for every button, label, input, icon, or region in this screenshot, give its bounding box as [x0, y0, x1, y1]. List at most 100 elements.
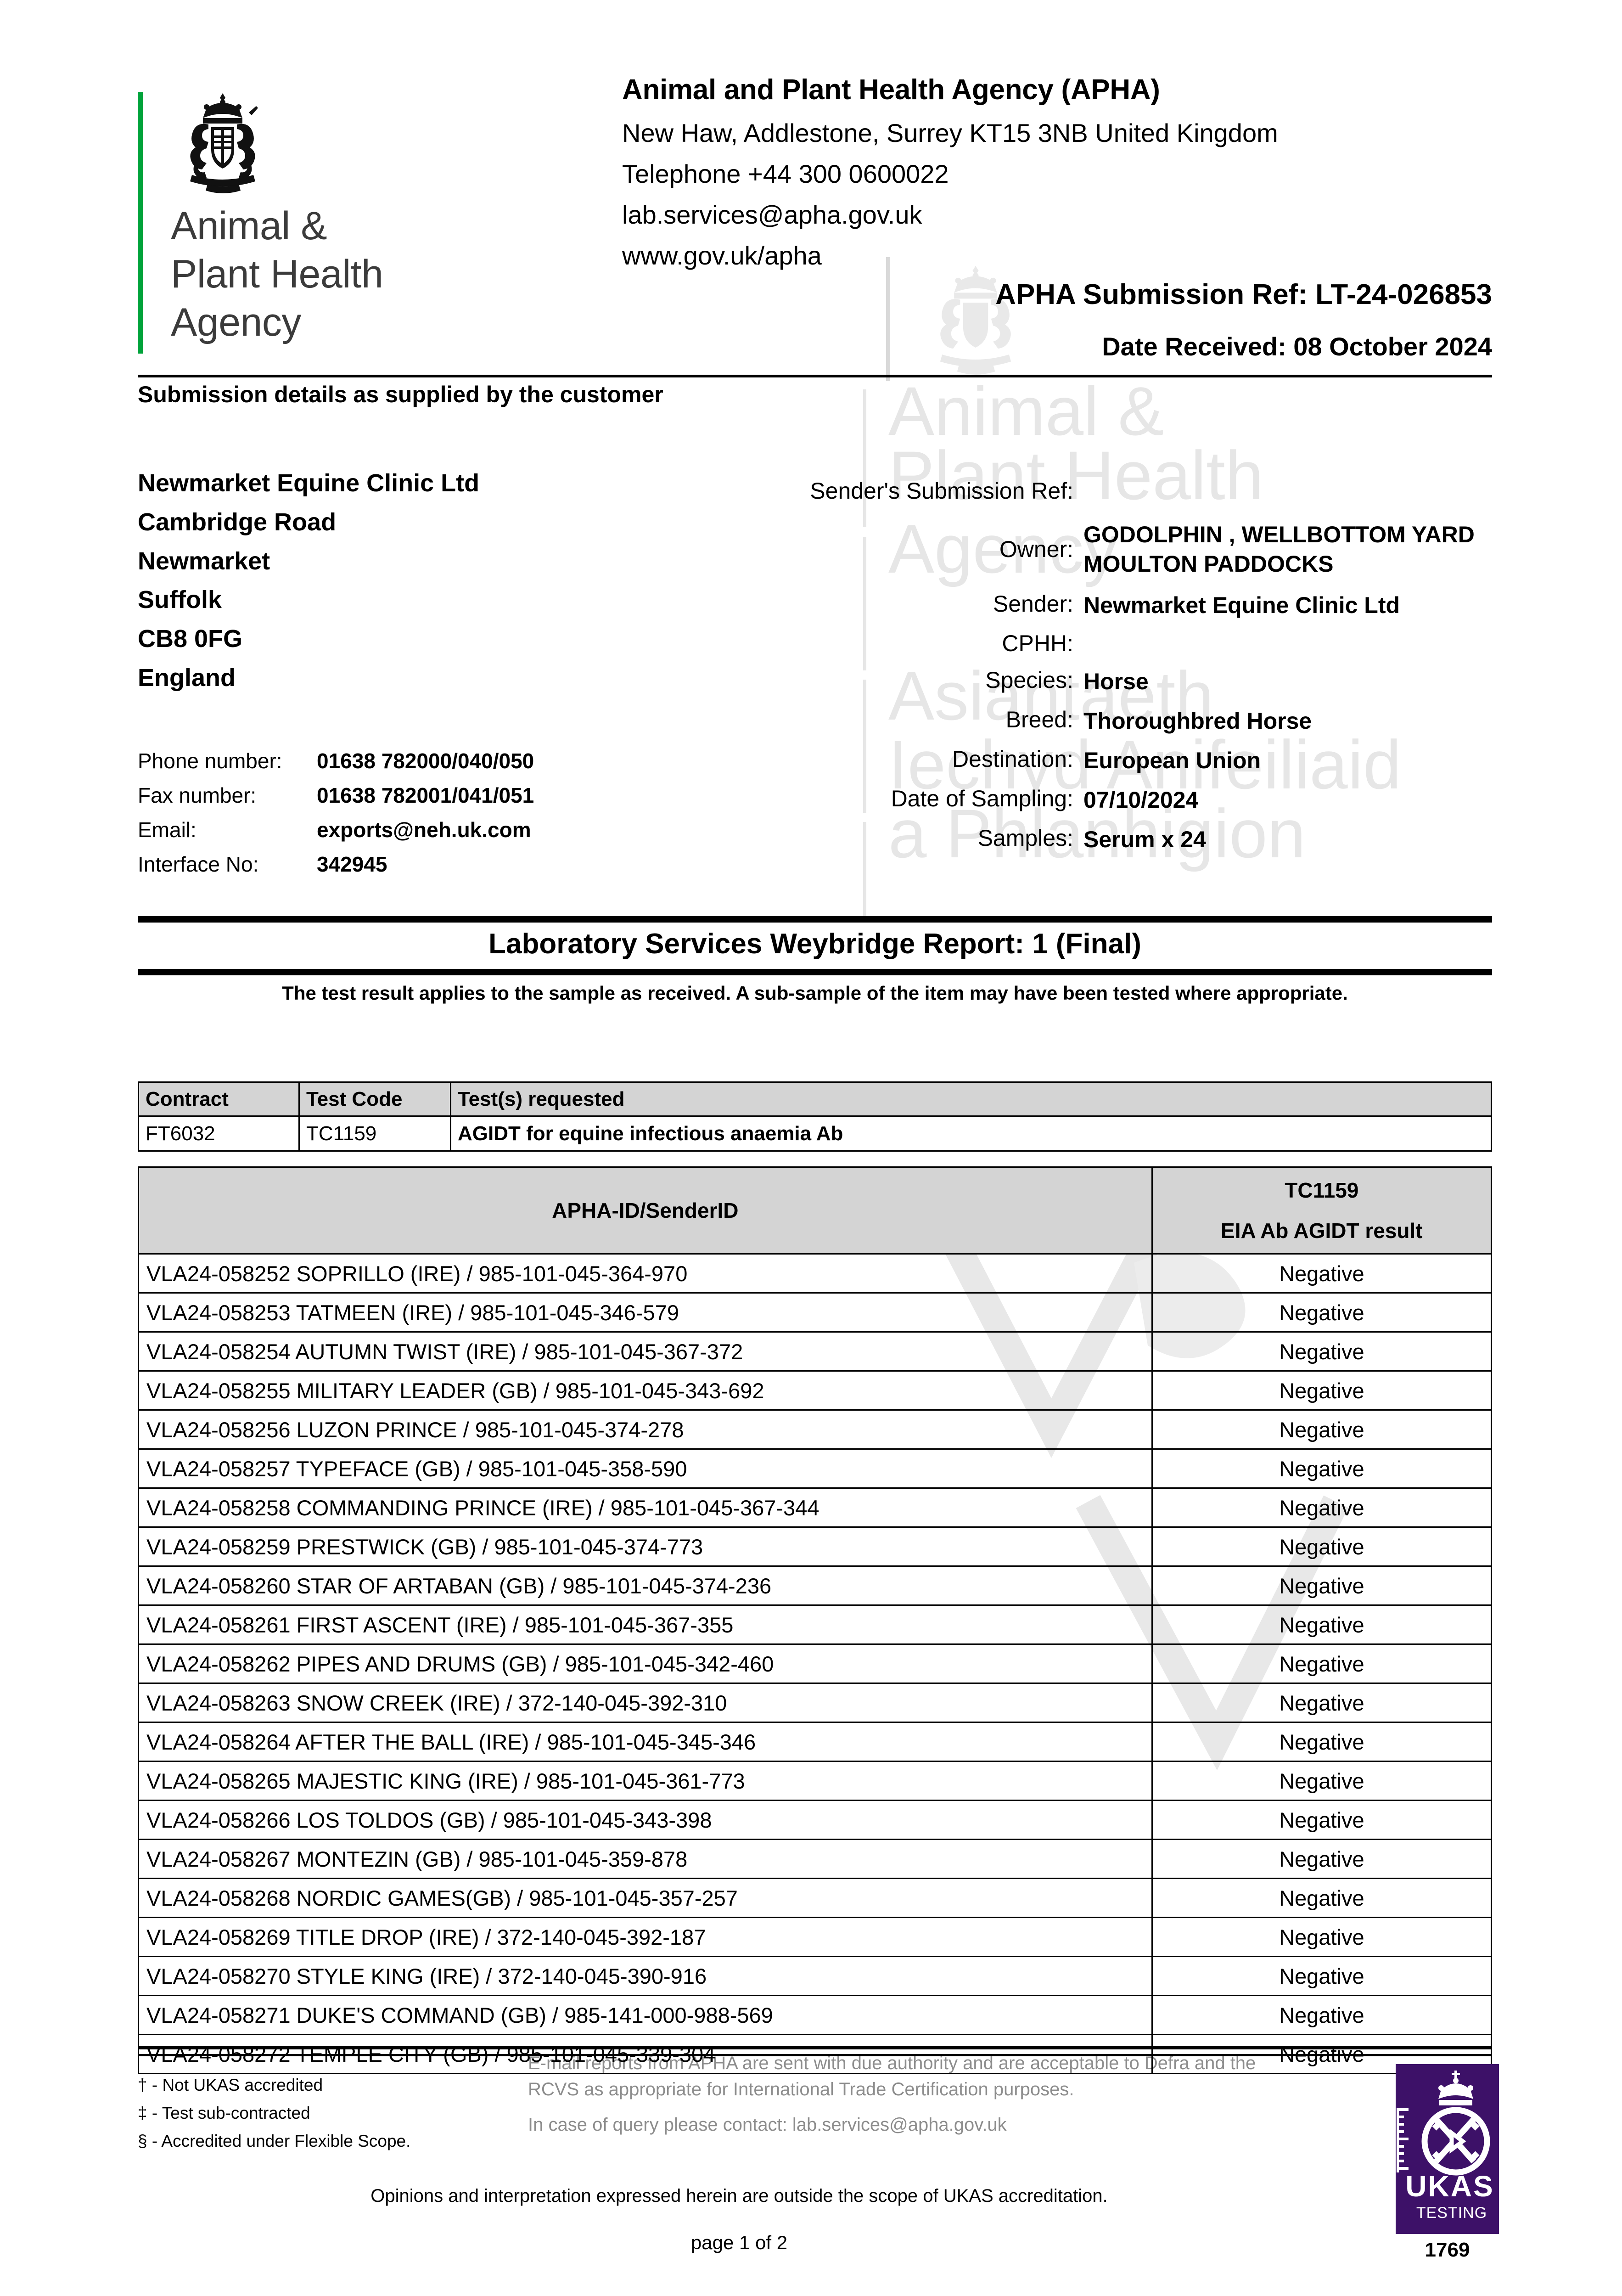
table-row: VLA24-058267 MONTEZIN (GB) / 985-101-045… — [138, 1839, 1493, 1879]
watermark-line-1: Animal & — [888, 381, 1164, 450]
report-title: Laboratory Services Weybridge Report: 1 … — [488, 928, 1141, 960]
address-line: Newmarket Equine Clinic Ltd — [138, 469, 480, 497]
results-cell-apha-id: VLA24-058256 LUZON PRINCE / 985-101-045-… — [138, 1409, 1153, 1450]
tests-header-test-code: Test Code — [298, 1081, 451, 1117]
address-line: Suffolk — [138, 586, 222, 614]
results-table-head: APHA-ID/SenderID TC1159 EIA Ab AGIDT res… — [138, 1166, 1493, 1255]
table-row: VLA24-058253 TATMEEN (IRE) / 985-101-045… — [138, 1292, 1493, 1333]
contact-label: Fax number: — [138, 783, 257, 807]
tests-cell-contract: FT6032 — [138, 1115, 300, 1152]
detail-row-cphh: CPHH: — [780, 630, 1497, 657]
table-row: FT6032 TC1159 AGIDT for equine infectiou… — [138, 1115, 1492, 1152]
results-header-test: TC1159 EIA Ab AGIDT result — [1151, 1166, 1493, 1255]
report-top-rule — [138, 916, 1492, 923]
contact-value: 342945 — [317, 852, 387, 876]
detail-label: CPHH: — [1002, 630, 1073, 656]
table-row: VLA24-058258 COMMANDING PRINCE (IRE) / 9… — [138, 1487, 1493, 1528]
results-cell-result: Negative — [1151, 1995, 1493, 2035]
report-bottom-rule — [138, 969, 1492, 975]
results-cell-result: Negative — [1151, 1331, 1493, 1372]
accreditation-notes: † - Not UKAS accredited ‡ - Test sub-con… — [138, 2071, 578, 2155]
results-table-header-row: APHA-ID/SenderID TC1159 EIA Ab AGIDT res… — [138, 1166, 1493, 1255]
results-cell-result: Negative — [1151, 1448, 1493, 1489]
document-header: Animal & Plant Health Agency Animal and … — [138, 69, 1492, 390]
contact-value: 01638 782000/040/050 — [317, 749, 534, 773]
agency-email: lab.services@apha.gov.uk — [622, 200, 922, 229]
results-cell-result: Negative — [1151, 1761, 1493, 1801]
svg-text:TESTING: TESTING — [1416, 2204, 1487, 2222]
agency-name: Animal and Plant Health Agency (APHA) — [622, 74, 1160, 106]
results-cell-apha-id: VLA24-058252 SOPRILLO (IRE) / 985-101-04… — [138, 1253, 1153, 1294]
table-row: VLA24-058270 STYLE KING (IRE) / 372-140-… — [138, 1956, 1493, 1996]
footer-opinion-note: Opinions and interpretation expressed he… — [370, 2186, 1108, 2206]
header-divider-rule — [138, 375, 1492, 377]
table-row: VLA24-058272 TEMPLE CITY (GB) / 985-101-… — [138, 2034, 1493, 2074]
table-row: VLA24-058265 MAJESTIC KING (IRE) / 985-1… — [138, 1761, 1493, 1801]
footer-query-contact-note: In case of query please contact: lab.ser… — [528, 2114, 1007, 2135]
contact-label: Phone number: — [138, 749, 282, 773]
tests-requested-table: Contract Test Code Test(s) requested FT6… — [138, 1081, 1492, 1152]
contact-label: Email: — [138, 818, 196, 842]
results-cell-apha-id: VLA24-058269 TITLE DROP (IRE) / 372-140-… — [138, 1917, 1153, 1957]
table-row: VLA24-058256 LUZON PRINCE / 985-101-045-… — [138, 1409, 1493, 1450]
address-line: Cambridge Road — [138, 508, 337, 536]
results-cell-result: Negative — [1151, 1526, 1493, 1567]
svg-text:UKAS: UKAS — [1405, 2170, 1494, 2203]
results-cell-apha-id: VLA24-058265 MAJESTIC KING (IRE) / 985-1… — [138, 1761, 1153, 1801]
detail-label: Species: — [985, 667, 1073, 693]
results-cell-result: Negative — [1151, 1604, 1493, 1645]
detail-value: Newmarket Equine Clinic Ltd — [1083, 592, 1400, 618]
detail-value: Horse — [1083, 669, 1149, 694]
ukas-logo-box: UKAS TESTING — [1396, 2064, 1499, 2234]
table-row: VLA24-058266 LOS TOLDOS (GB) / 985-101-0… — [138, 1800, 1493, 1840]
accreditation-note-double-dagger: ‡ - Test sub-contracted — [138, 2104, 310, 2123]
results-cell-apha-id: VLA24-058270 STYLE KING (IRE) / 372-140-… — [138, 1956, 1153, 1996]
results-cell-result: Negative — [1151, 1956, 1493, 1996]
results-cell-apha-id: VLA24-058261 FIRST ASCENT (IRE) / 985-10… — [138, 1604, 1153, 1645]
table-row: VLA24-058257 TYPEFACE (GB) / 985-101-045… — [138, 1448, 1493, 1489]
tests-cell-test-code: TC1159 — [298, 1115, 451, 1152]
agency-contact-block: Animal and Plant Health Agency (APHA) Ne… — [622, 73, 1494, 281]
results-cell-result: Negative — [1151, 1722, 1493, 1762]
logo-text-line-1: Animal & — [171, 204, 327, 248]
results-header-test-desc: EIA Ab AGIDT result — [1221, 1219, 1423, 1243]
detail-row-date-of-sampling: Date of Sampling: 07/10/2024 — [780, 785, 1497, 815]
contact-row-phone: Phone number: 01638 782000/040/050 — [138, 748, 652, 773]
results-cell-result: Negative — [1151, 1409, 1493, 1450]
agency-address: New Haw, Addlestone, Surrey KT15 3NB Uni… — [622, 118, 1278, 147]
logo-text-line-3: Agency — [171, 300, 301, 344]
results-cell-apha-id: VLA24-058271 DUKE'S COMMAND (GB) / 985-1… — [138, 1995, 1153, 2035]
results-cell-result: Negative — [1151, 1253, 1493, 1294]
results-cell-apha-id: VLA24-058260 STAR OF ARTABAN (GB) / 985-… — [138, 1565, 1153, 1606]
results-table-body: VLA24-058252 SOPRILLO (IRE) / 985-101-04… — [138, 1253, 1493, 2074]
results-cell-apha-id: VLA24-058266 LOS TOLDOS (GB) / 985-101-0… — [138, 1800, 1153, 1840]
results-cell-result: Negative — [1151, 1643, 1493, 1684]
results-cell-apha-id: VLA24-058258 COMMANDING PRINCE (IRE) / 9… — [138, 1487, 1153, 1528]
results-header-apha-id: APHA-ID/SenderID — [138, 1166, 1153, 1255]
address-line: CB8 0FG — [138, 625, 243, 653]
customer-contact-details: Phone number: 01638 782000/040/050 Fax n… — [138, 748, 652, 886]
results-cell-apha-id: VLA24-058255 MILITARY LEADER (GB) / 985-… — [138, 1370, 1153, 1411]
contact-value: 01638 782001/041/051 — [317, 783, 534, 807]
agency-telephone: Telephone +44 300 0600022 — [622, 159, 949, 188]
apha-logo: Animal & Plant Health Agency — [138, 69, 432, 358]
table-row: VLA24-058261 FIRST ASCENT (IRE) / 985-10… — [138, 1604, 1493, 1645]
results-cell-apha-id: VLA24-058253 TATMEEN (IRE) / 985-101-045… — [138, 1292, 1153, 1333]
table-row: VLA24-058259 PRESTWICK (GB) / 985-101-04… — [138, 1526, 1493, 1567]
results-cell-result: Negative — [1151, 1565, 1493, 1606]
table-row: VLA24-058269 TITLE DROP (IRE) / 372-140-… — [138, 1917, 1493, 1957]
tests-table-header-row: Contract Test Code Test(s) requested — [138, 1081, 1492, 1117]
table-row: VLA24-058263 SNOW CREEK (IRE) / 372-140-… — [138, 1683, 1493, 1723]
table-row: VLA24-058268 NORDIC GAMES(GB) / 985-101-… — [138, 1878, 1493, 1918]
customer-address: Newmarket Equine Clinic Ltd Cambridge Ro… — [138, 464, 479, 698]
results-header-test-code: TC1159 — [1285, 1178, 1359, 1202]
table-row: VLA24-058254 AUTUMN TWIST (IRE) / 985-10… — [138, 1331, 1493, 1372]
results-cell-result: Negative — [1151, 1370, 1493, 1411]
ukas-logo: UKAS TESTING 1769 — [1396, 2064, 1499, 2262]
agency-website: www.gov.uk/apha — [622, 241, 822, 270]
detail-value: Thoroughbred Horse — [1083, 708, 1312, 734]
detail-value: European Union — [1083, 748, 1261, 773]
contact-row-fax: Fax number: 01638 782001/041/051 — [138, 783, 652, 808]
submission-ref-divider — [886, 257, 890, 381]
